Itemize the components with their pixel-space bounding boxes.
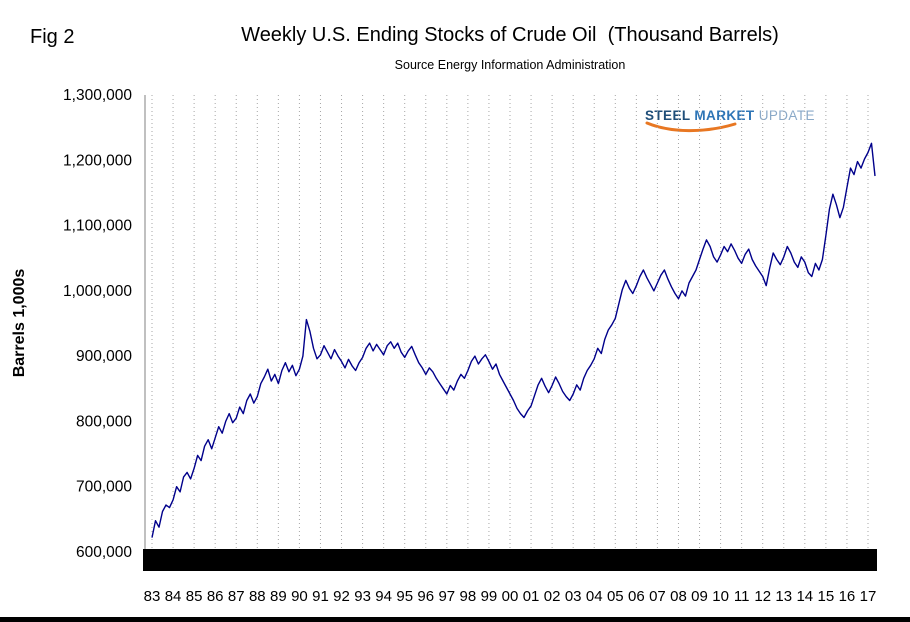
x-tick-label: 05 [607,588,624,605]
chart-source-subtitle: Source Energy Information Administration [394,58,626,72]
x-tick-label: 89 [270,588,287,605]
x-tick-label: 06 [628,588,645,605]
logo-swoosh-icon [645,121,737,133]
y-tick-label: 900,000 [76,348,132,365]
y-tick-label: 700,000 [76,479,132,496]
x-tick-label: 90 [291,588,308,605]
x-tick-label: 13 [775,588,792,605]
x-tick-label: 15 [818,588,835,605]
x-tick-label: 87 [228,588,245,605]
y-tick-label: 1,300,000 [63,87,132,104]
x-tick-label: 97 [438,588,455,605]
y-tick-label: 1,200,000 [63,152,132,169]
x-tick-label: 86 [207,588,224,605]
x-tick-label: 84 [165,588,182,605]
chart-title: Weekly U.S. Ending Stocks of Crude Oil (… [241,24,779,46]
x-tick-label: 92 [333,588,350,605]
y-tick-label: 800,000 [76,413,132,430]
x-tick-label: 14 [796,588,813,605]
logo-word-update: UPDATE [754,108,815,123]
x-tick-label: 99 [481,588,498,605]
x-tick-label: 08 [670,588,687,605]
x-axis-baseline-bar [143,549,877,571]
x-tick-label: 96 [417,588,434,605]
y-tick-label: 600,000 [76,544,132,561]
x-tick-label: 00 [502,588,519,605]
y-tick-label: 1,100,000 [63,218,132,235]
logo-word-market: MARKET [690,108,755,123]
crude-oil-stocks-line [151,142,876,538]
x-tick-label: 93 [354,588,371,605]
x-tick-label: 01 [523,588,540,605]
x-tick-label: 12 [754,588,771,605]
x-tick-label: 91 [312,588,329,605]
x-tick-label: 95 [396,588,413,605]
x-tick-label: 98 [460,588,477,605]
x-tick-label: 16 [839,588,856,605]
x-tick-label: 94 [375,588,392,605]
x-tick-label: 03 [565,588,582,605]
figure-number-label: Fig 2 [30,26,75,48]
x-tick-label: 11 [734,588,750,605]
x-tick-label: 10 [712,588,729,605]
x-tick-label: 09 [691,588,708,605]
y-tick-label: 1,000,000 [63,283,132,300]
x-tick-label: 07 [649,588,666,605]
x-tick-label: 02 [544,588,561,605]
x-tick-label: 88 [249,588,266,605]
x-tick-label: 17 [860,588,877,605]
x-tick-label: 83 [144,588,161,605]
x-tick-label: 04 [586,588,603,605]
x-tick-label: 85 [186,588,203,605]
